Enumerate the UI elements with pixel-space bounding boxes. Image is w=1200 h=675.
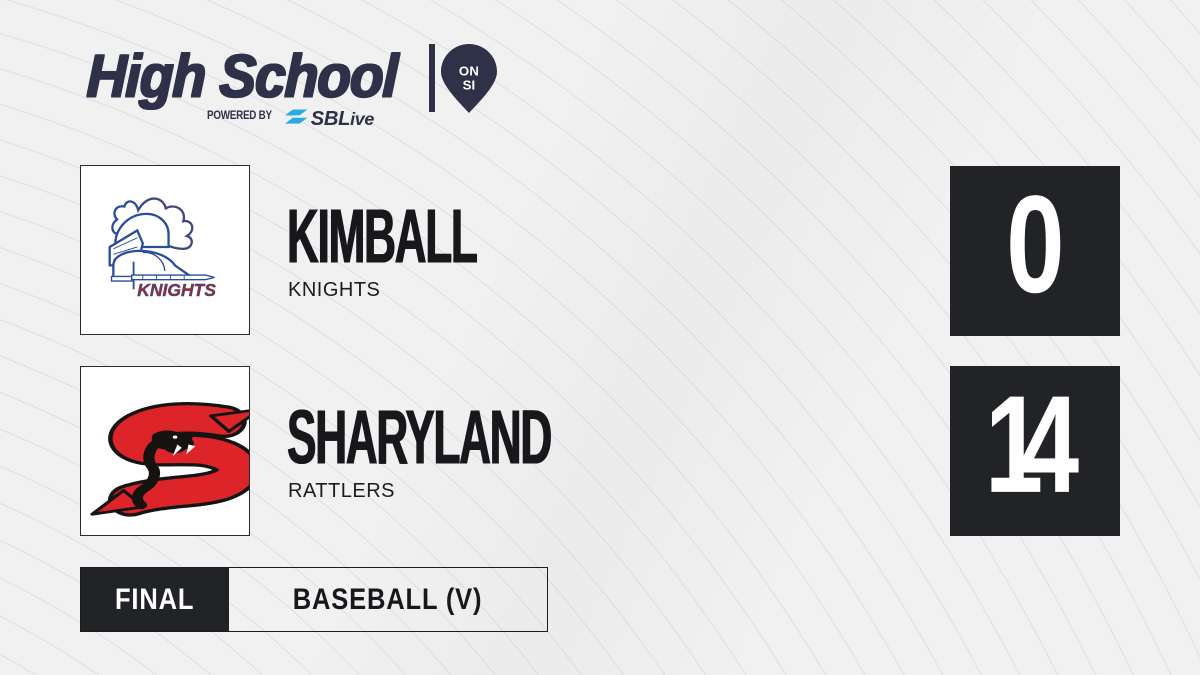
svg-text:ON: ON [459,64,479,79]
svg-text:SBLive: SBLive [311,108,375,130]
svg-text:KNIGHTS: KNIGHTS [137,280,216,300]
svg-text:SI: SI [463,78,476,93]
